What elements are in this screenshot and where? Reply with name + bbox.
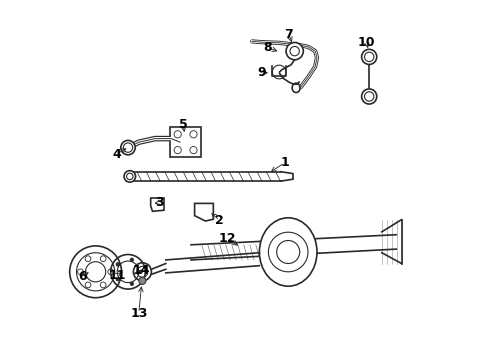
- Text: 3: 3: [155, 196, 164, 209]
- Text: 10: 10: [358, 36, 375, 49]
- Text: 6: 6: [79, 270, 87, 283]
- Text: 2: 2: [216, 214, 224, 227]
- Circle shape: [116, 278, 120, 281]
- Polygon shape: [195, 203, 213, 221]
- Bar: [290, 44, 300, 56]
- Circle shape: [362, 89, 377, 104]
- Circle shape: [124, 171, 136, 182]
- Polygon shape: [151, 198, 164, 211]
- Text: 5: 5: [179, 118, 188, 131]
- Text: 13: 13: [130, 307, 147, 320]
- Text: 14: 14: [133, 264, 150, 276]
- Circle shape: [362, 49, 377, 64]
- Circle shape: [286, 42, 303, 60]
- Circle shape: [116, 262, 120, 266]
- Text: 11: 11: [109, 269, 126, 282]
- Text: 4: 4: [112, 148, 121, 161]
- Text: 9: 9: [257, 66, 266, 79]
- Text: 12: 12: [219, 232, 237, 245]
- Circle shape: [130, 282, 134, 285]
- Circle shape: [139, 277, 146, 284]
- Circle shape: [130, 258, 134, 262]
- Circle shape: [139, 270, 143, 274]
- Circle shape: [121, 140, 135, 155]
- Bar: [171, 127, 201, 157]
- Ellipse shape: [259, 218, 317, 286]
- Text: 1: 1: [280, 156, 289, 169]
- Text: 7: 7: [285, 28, 294, 41]
- Text: 8: 8: [263, 41, 271, 54]
